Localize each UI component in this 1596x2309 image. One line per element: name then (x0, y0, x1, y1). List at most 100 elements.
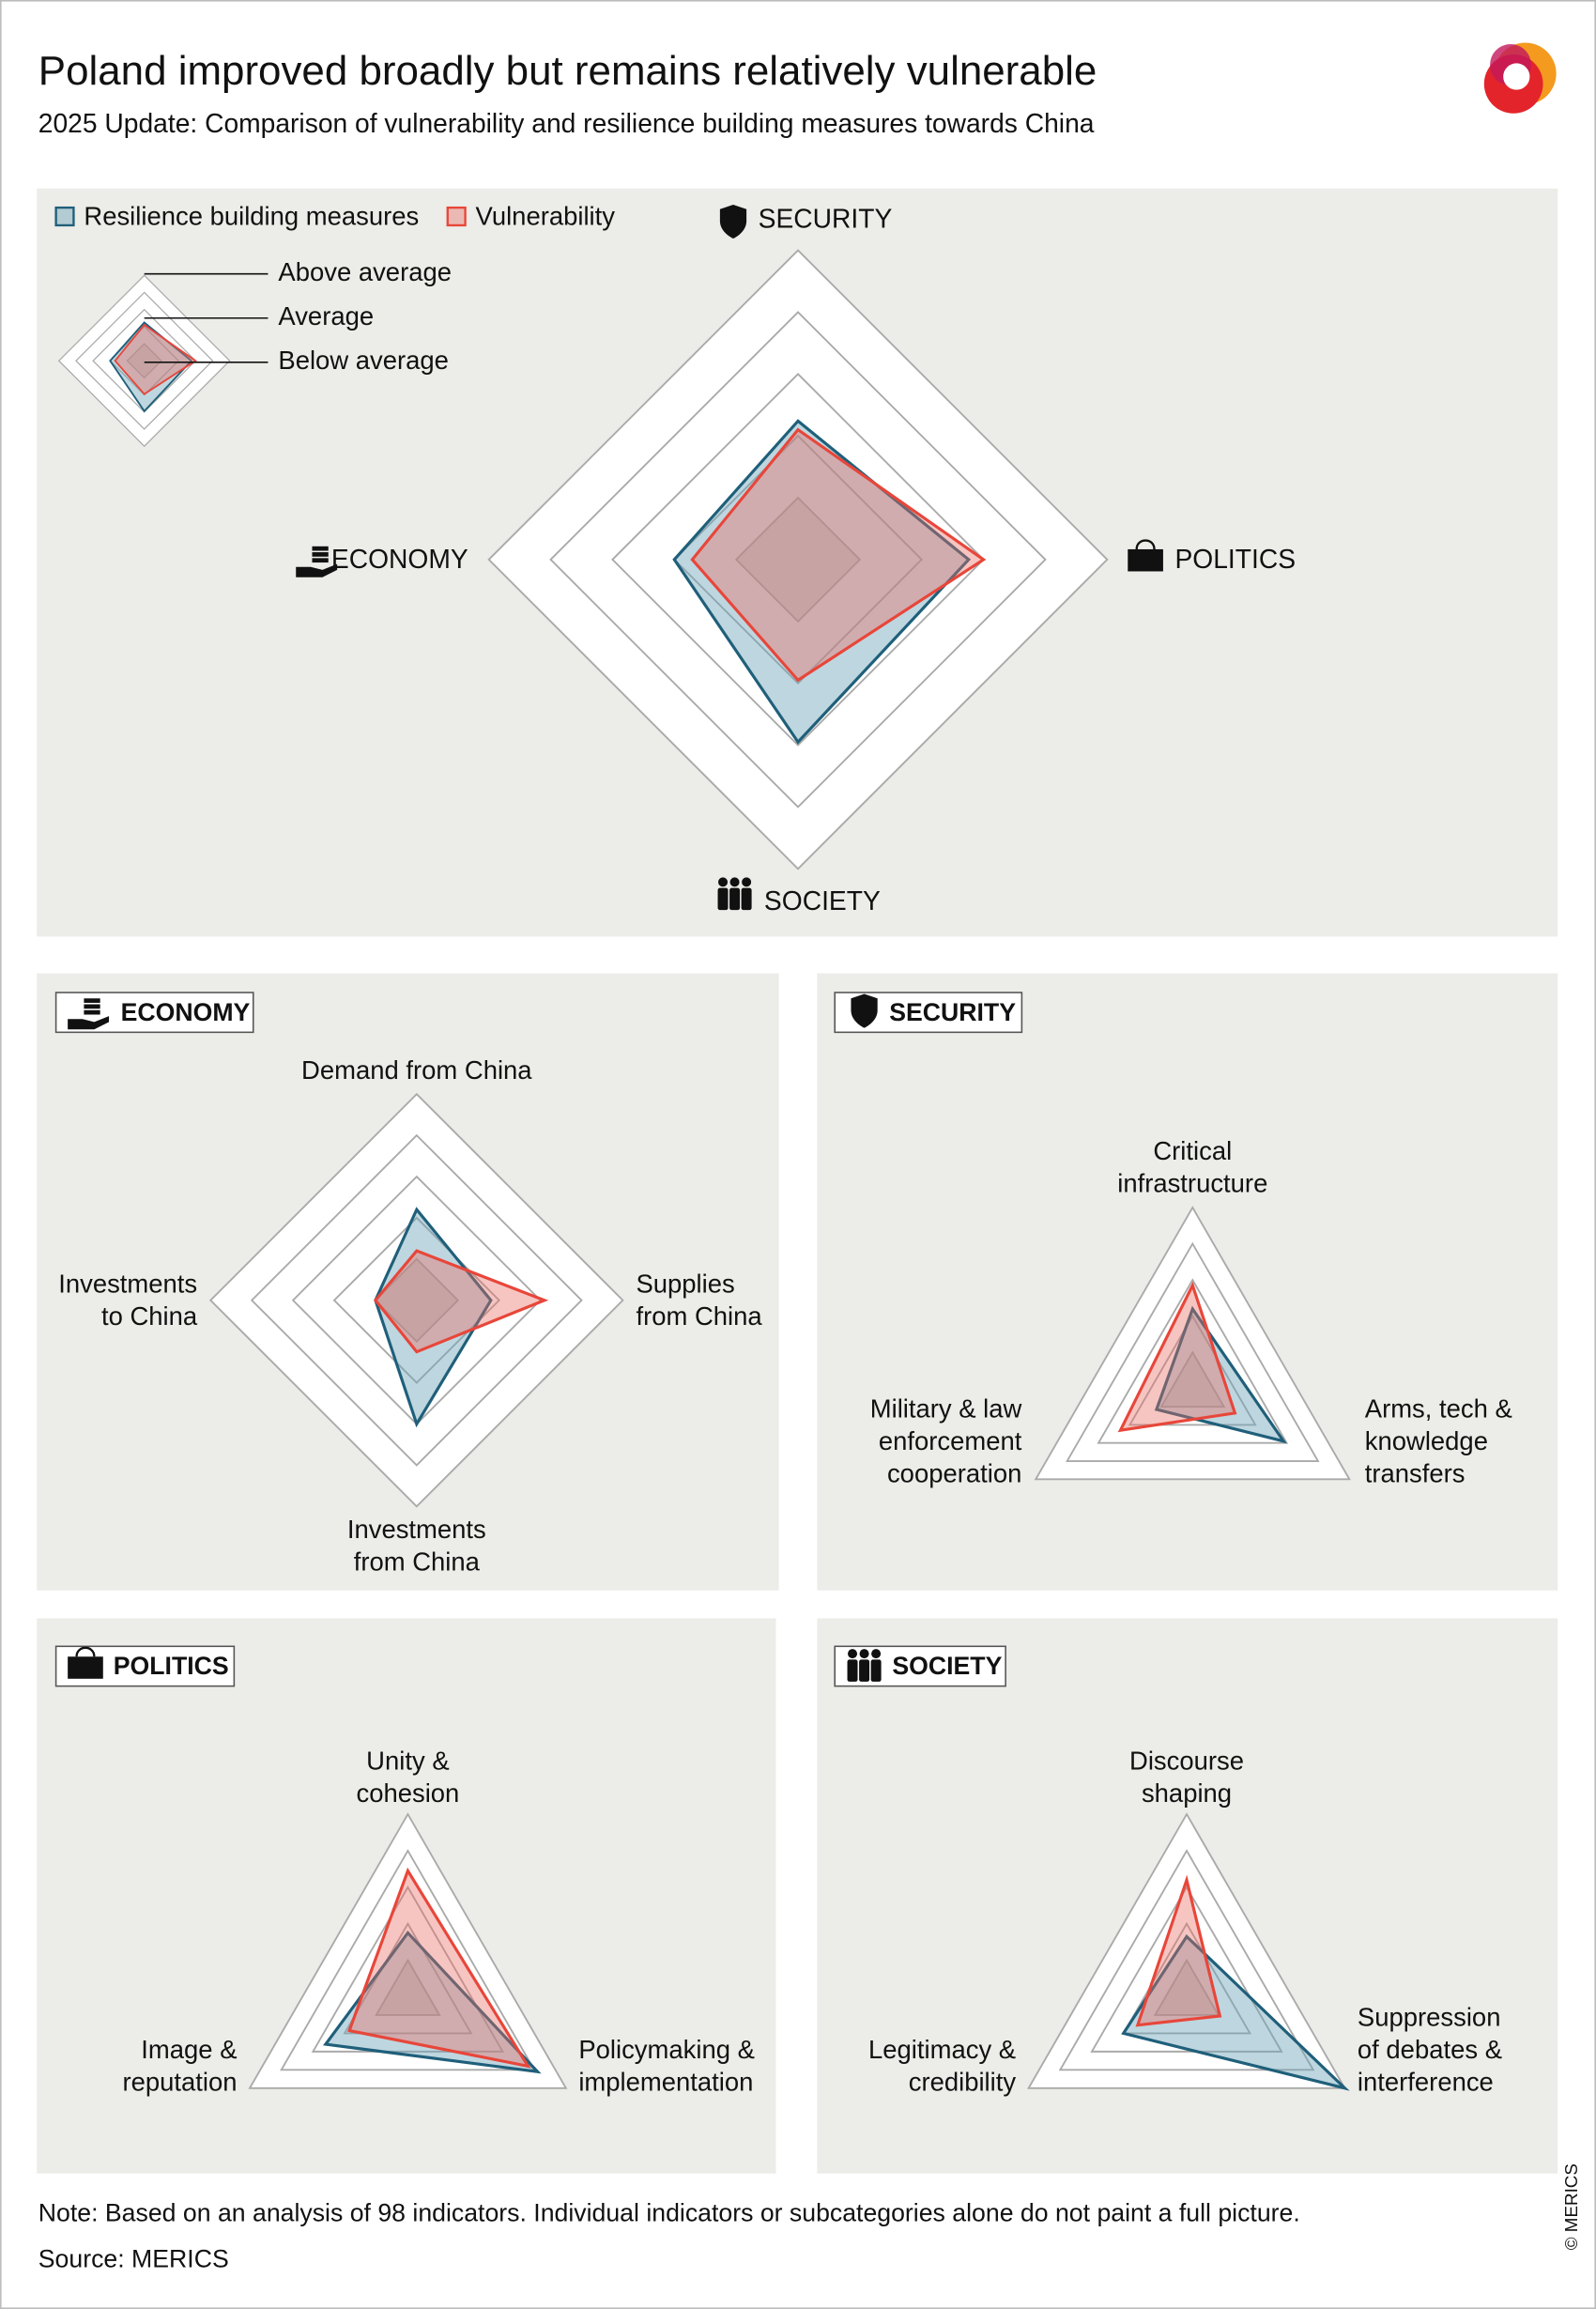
subtitle: 2025 Update: Comparison of vulnerability… (38, 108, 1095, 138)
hand (68, 1016, 110, 1030)
person-body (859, 1659, 870, 1682)
icon (68, 1646, 103, 1679)
series-area (1154, 1305, 1287, 1444)
person-head (742, 877, 752, 887)
person-head (859, 1649, 869, 1659)
person-head (871, 1649, 882, 1659)
source: Source: MERICS (38, 2244, 229, 2272)
series-area (1121, 1933, 1350, 2091)
series-area (347, 1867, 531, 2069)
icon (851, 993, 878, 1028)
bag-icon (68, 1656, 103, 1679)
axis-label: Suppression (1358, 2002, 1501, 2031)
icon (847, 1649, 882, 1682)
grid-ring (311, 1885, 505, 2053)
panel-title-box (54, 1645, 236, 1687)
person-body (729, 887, 741, 911)
grid-ring (1097, 1278, 1289, 1444)
grid-ring (375, 1958, 441, 2016)
coin (84, 998, 100, 1003)
bag-handle (1135, 539, 1156, 550)
legend-label: Vulnerability (476, 201, 616, 230)
legend-swatch (446, 206, 467, 227)
axis-label: Investments (58, 1269, 197, 1298)
axis-label: shaping (1142, 1778, 1232, 1808)
grid-ring (280, 1849, 536, 2071)
series-area (690, 427, 987, 683)
grid-ring (734, 496, 862, 623)
axis-label: Critical (1153, 1136, 1232, 1165)
axis-label: enforcement (879, 1426, 1022, 1455)
legend-swatch (54, 206, 75, 227)
copyright: © MERICS (1561, 2163, 1581, 2250)
axis-label: cohesion (356, 1778, 459, 1808)
shield-icon (851, 993, 878, 1028)
grid-ring (343, 1921, 473, 2035)
axis-label: Military & law (870, 1394, 1022, 1424)
legend-label: Resilience building measures (84, 201, 419, 230)
person-head (718, 877, 729, 887)
grid-ring (1026, 1812, 1347, 2089)
icon (68, 998, 110, 1030)
axis-label: implementation (578, 2067, 753, 2096)
icon (296, 546, 338, 577)
coin (312, 558, 329, 563)
axis-label: of debates & (1358, 2035, 1502, 2064)
panel-title: POLITICS (114, 1652, 229, 1680)
axis-label: Policymaking & (578, 2035, 755, 2064)
note: Note: Based on an analysis of 98 indicat… (38, 2199, 1300, 2227)
series-area (114, 323, 197, 395)
panel-title: ECONOMY (121, 998, 251, 1026)
axis-label: Supplies (636, 1269, 734, 1298)
axis-label: transfers (1365, 1459, 1466, 1488)
grid-ring (549, 311, 1047, 808)
axis-label: SOCIETY (764, 885, 881, 916)
axis-label: from China (354, 1547, 481, 1577)
person-head (848, 1649, 858, 1659)
axis-label: Demand from China (301, 1055, 532, 1085)
title: Poland improved broadly but remains rela… (38, 48, 1097, 94)
grid-ring (1090, 1885, 1283, 2053)
grid-ring (1159, 1350, 1226, 1408)
axis-label: POLITICS (1174, 544, 1296, 574)
grid-ring (126, 343, 162, 379)
shield-icon (719, 204, 747, 239)
series-area (1135, 1874, 1222, 2027)
axis-label: ECONOMY (331, 544, 468, 574)
axis-label: cooperation (887, 1459, 1021, 1488)
logo (1483, 42, 1557, 114)
grid-ring (75, 291, 214, 430)
axis-label: SECURITY (759, 204, 893, 234)
grid-ring (374, 1257, 460, 1343)
panel-title: SECURITY (889, 998, 1016, 1026)
coin (312, 546, 329, 551)
key-label: Below average (278, 346, 449, 375)
person-body (741, 887, 752, 911)
coin (84, 1009, 100, 1015)
series-area (1117, 1281, 1237, 1433)
axis-label: knowledge (1365, 1426, 1488, 1455)
grid-ring (1066, 1241, 1320, 1462)
icon (717, 877, 752, 911)
grid-ring (611, 373, 985, 747)
axis-label: Discourse (1129, 1746, 1244, 1775)
key-label: Average (278, 301, 374, 331)
grid-ring (1058, 1849, 1315, 2071)
axis-label: to China (101, 1301, 198, 1331)
person-body (847, 1659, 858, 1682)
axis-label: Legitimacy & (868, 2035, 1016, 2064)
key-label: Above average (278, 257, 452, 286)
bag-handle (75, 1646, 96, 1657)
coin (312, 552, 329, 557)
axis-label: credibility (909, 2067, 1017, 2096)
panel-title: SOCIETY (892, 1652, 1002, 1680)
hand (296, 563, 338, 577)
axis-label: Arms, tech & (1365, 1394, 1512, 1424)
axis-label: Image & (141, 2035, 237, 2064)
grid-ring (1122, 1921, 1252, 2035)
axis-label: interference (1358, 2067, 1494, 2096)
person-body (717, 887, 729, 911)
person-head (729, 877, 740, 887)
